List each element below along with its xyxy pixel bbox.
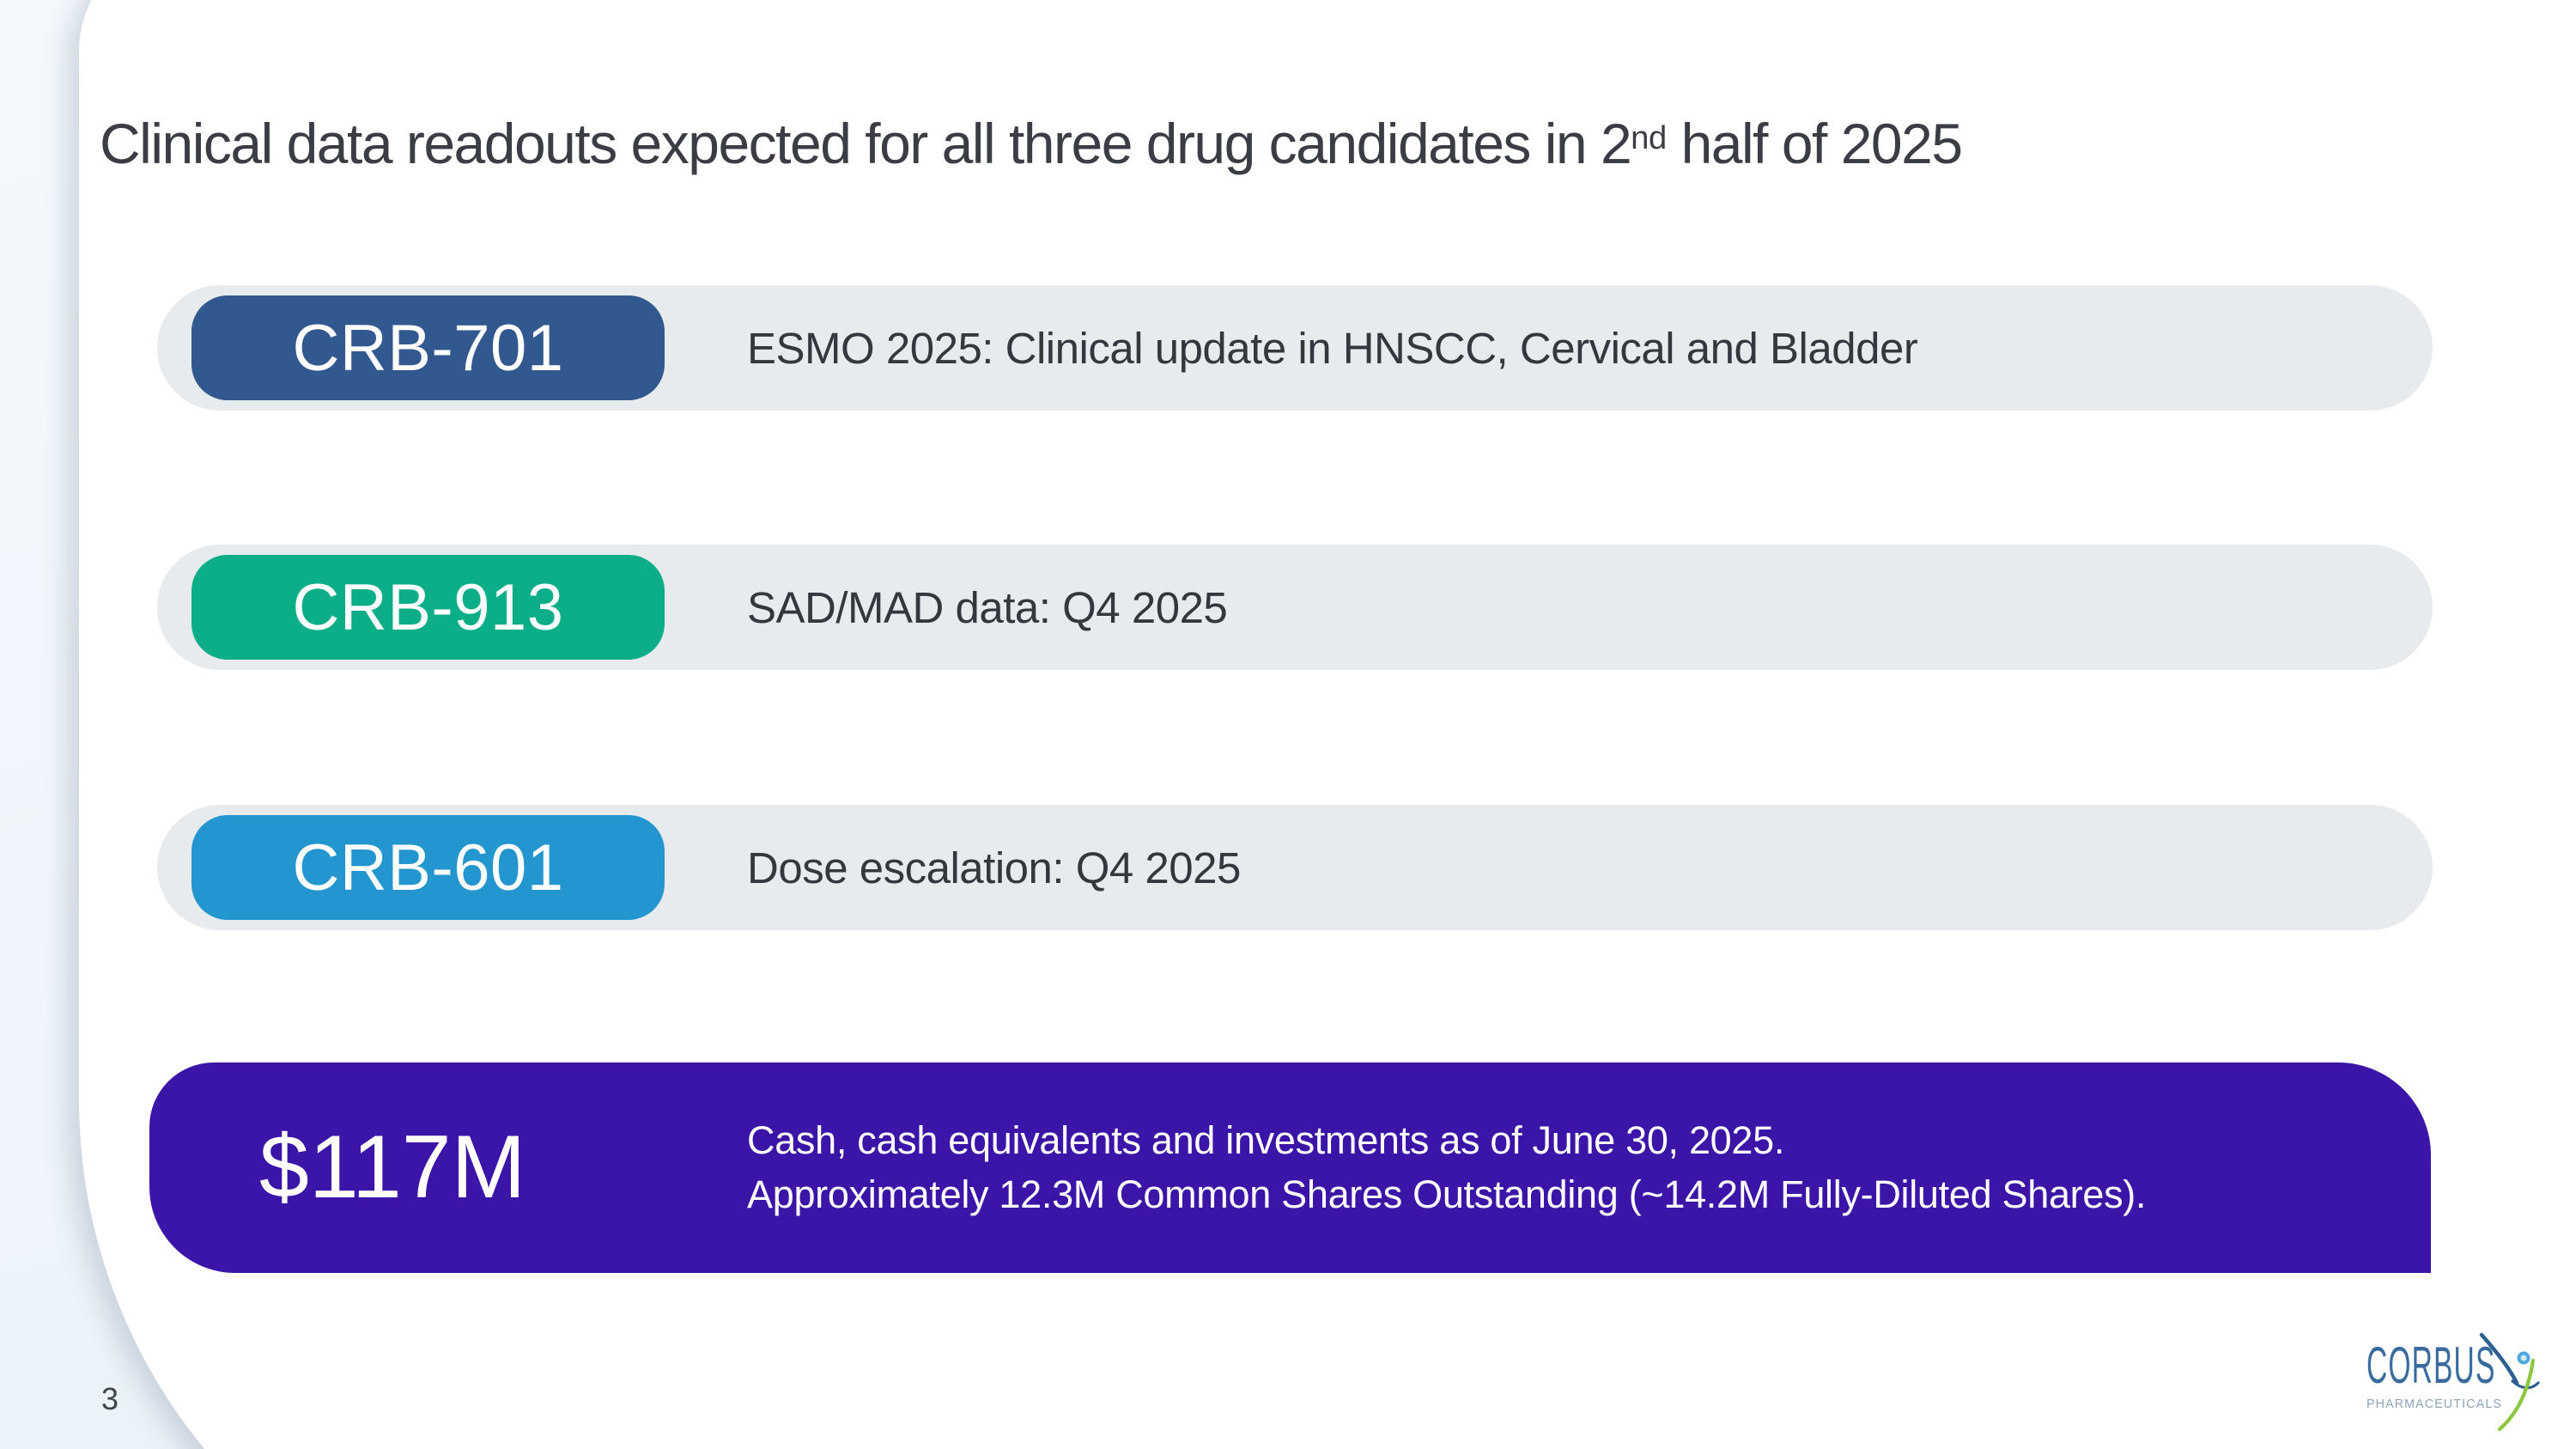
cash-highlight-banner: $117M Cash, cash equivalents and investm… [149,1062,2431,1273]
page-number: 3 [101,1381,119,1416]
readout-description: Dose escalation: Q4 2025 [747,843,1241,892]
cash-description-line2: Approximately 12.3M Common Shares Outsta… [747,1172,2147,1216]
title-superscript: nd [1631,119,1667,156]
pill-crb-701: CRB-701 [191,295,665,400]
cash-amount: $117M [259,1117,526,1217]
pill-crb-601: CRB-601 [191,815,665,920]
pill-label: CRB-601 [292,831,564,904]
readout-row-crb-913: CRB-913 SAD/MAD data: Q4 2025 [157,545,2433,670]
title-prefix: Clinical data readouts expected for all … [100,112,1632,175]
readout-row-crb-601: CRB-601 Dose escalation: Q4 2025 [157,805,2433,930]
pill-label: CRB-913 [292,570,564,644]
cash-description: Cash, cash equivalents and investments a… [747,1062,2146,1273]
pill-crb-913: CRB-913 [191,555,665,660]
corbus-logo-wordmark: CORBUS [2366,1336,2496,1394]
cash-description-line1: Cash, cash equivalents and investments a… [747,1118,1785,1163]
corbus-figure-icon [2479,1332,2540,1432]
title-suffix: half of 2025 [1666,112,1963,175]
readout-row-crb-701: CRB-701 ESMO 2025: Clinical update in HN… [157,285,2433,411]
readout-description: ESMO 2025: Clinical update in HNSCC, Cer… [747,323,1918,373]
readout-description: SAD/MAD data: Q4 2025 [747,582,1228,632]
pill-label: CRB-701 [292,311,564,385]
corbus-logo: CORBUS PHARMACEUTICALS [2366,1332,2547,1443]
page-title: Clinical data readouts expected for all … [100,110,1963,178]
corbus-logo-subtitle: PHARMACEUTICALS [2366,1397,2503,1411]
